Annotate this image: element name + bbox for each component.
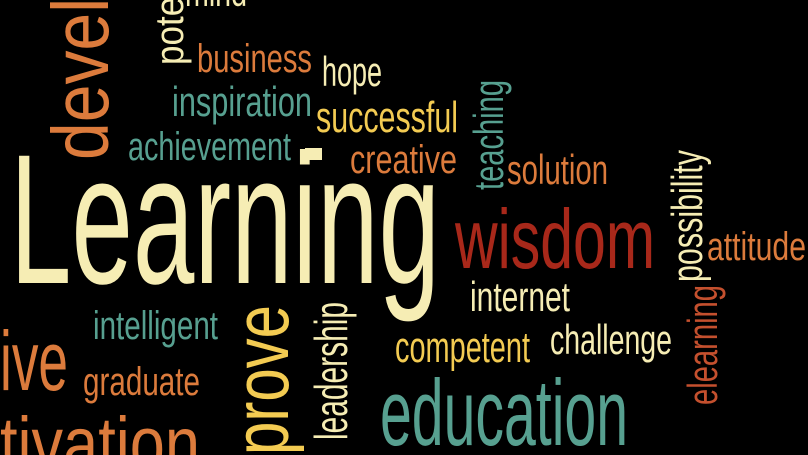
word: education [380,360,628,455]
word: Learning [10,117,440,323]
word: challenge [550,316,672,363]
word: prove [217,305,305,455]
word: leadership [305,302,357,440]
word: achievement [128,125,291,169]
word: wisdom [454,192,655,286]
word: successful [316,93,458,142]
word: possibility [663,150,712,282]
word: mind [185,0,247,15]
word: internet [470,273,570,320]
word: ive [0,314,68,408]
word: poter [148,0,192,65]
word: intelligent [93,304,218,348]
word: business [197,37,312,81]
word: elearning [679,285,726,405]
word: develo [36,0,125,160]
word: competent [395,323,530,372]
word: graduate [83,360,200,404]
word: creative [350,138,457,182]
dash [305,148,322,160]
word: inspiration [172,78,312,125]
word: tivation [0,402,200,455]
word: solution [507,146,608,193]
word: hope [322,48,382,95]
word: teaching [465,80,512,190]
word: attitude [707,225,806,269]
